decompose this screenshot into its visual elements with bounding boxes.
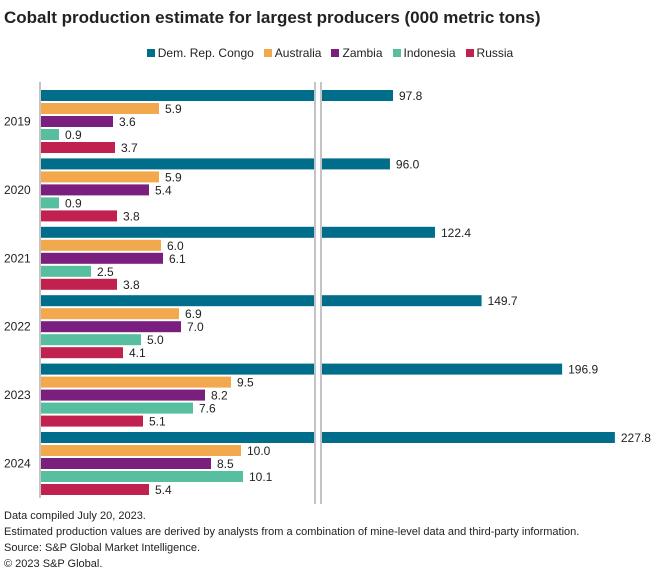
bar: [41, 252, 163, 264]
data-label: 97.8: [399, 89, 423, 103]
category-label: 2022: [4, 320, 31, 334]
legend-label: Zambia: [342, 46, 383, 60]
data-label: 5.9: [165, 102, 182, 116]
data-label: 122.4: [441, 226, 471, 240]
data-label: 10.1: [249, 470, 273, 484]
chart-title: Cobalt production estimate for largest p…: [4, 8, 541, 27]
data-label: 3.8: [123, 278, 140, 292]
bar: [41, 458, 211, 469]
bar: [322, 158, 390, 170]
data-label: 196.9: [568, 363, 598, 377]
legend-swatch: [146, 49, 155, 57]
legend-swatch: [331, 49, 340, 57]
legend-swatch: [392, 49, 401, 57]
bar: [41, 471, 243, 482]
bar: [41, 265, 91, 277]
bar: [41, 321, 181, 333]
bar: [41, 171, 159, 183]
data-label: 10.0: [247, 444, 271, 458]
data-label: 3.8: [123, 209, 140, 223]
data-label: 0.9: [65, 196, 82, 210]
category-label: 2020: [4, 183, 31, 197]
data-label: 2.5: [97, 265, 114, 279]
bar: [41, 197, 59, 209]
data-label: 5.0: [147, 333, 164, 347]
data-label: 7.0: [187, 320, 204, 334]
data-label: 227.8: [621, 431, 651, 445]
data-label: 4.1: [129, 346, 146, 360]
bar: [41, 226, 314, 238]
bar: [41, 184, 149, 196]
legend-item: Indonesia: [392, 46, 456, 60]
legend: Dem. Rep. Congo Australia Zambia Indonesia R…: [0, 46, 660, 60]
bar: [322, 226, 435, 238]
legend-label: Australia: [274, 46, 322, 60]
bar: [41, 278, 117, 290]
data-label: 96.0: [396, 157, 420, 171]
bar: [41, 239, 161, 251]
footnote-compiled: Data compiled July 20, 2023.: [4, 510, 146, 522]
bar: [41, 334, 141, 346]
data-label: 5.4: [155, 483, 172, 497]
category-label: 2019: [4, 115, 31, 129]
data-label: 5.1: [149, 415, 166, 429]
bar: [41, 210, 117, 222]
bar: [41, 415, 143, 427]
data-label: 3.7: [121, 141, 138, 155]
bar: [322, 432, 615, 443]
bar: [322, 90, 393, 101]
data-label: 0.9: [65, 128, 82, 142]
data-label: 7.6: [199, 402, 216, 416]
bar: [41, 432, 314, 443]
legend-swatch: [465, 49, 474, 57]
legend-item: Dem. Rep. Congo: [146, 46, 254, 60]
data-label: 9.5: [237, 376, 254, 390]
category-label: 2021: [4, 251, 31, 265]
data-label: 149.7: [488, 294, 518, 308]
legend-item: Zambia: [331, 46, 383, 60]
legend-label: Indonesia: [403, 46, 456, 60]
bar: [41, 158, 314, 170]
legend-swatch: [263, 49, 272, 57]
bar: [322, 295, 482, 307]
data-label: 8.5: [217, 457, 234, 471]
footnote-method: Estimated production values are derived …: [4, 526, 580, 538]
legend-item: Australia: [263, 46, 322, 60]
data-label: 6.9: [185, 307, 202, 321]
category-label: 2023: [4, 388, 31, 402]
bar: [41, 484, 149, 495]
bar: [41, 142, 115, 153]
data-label: 3.6: [119, 115, 136, 129]
footnote-source: Source: S&P Global Market Intelligence.: [4, 542, 201, 554]
legend-item: Russia: [465, 46, 514, 60]
bar: [322, 363, 563, 375]
data-label: 6.0: [167, 239, 184, 253]
legend-label: Russia: [476, 46, 514, 60]
data-label: 5.9: [165, 170, 182, 184]
bar: [41, 402, 193, 414]
bar: [41, 389, 205, 401]
bar: [41, 116, 113, 127]
bar: [41, 295, 314, 307]
bar: [41, 363, 314, 375]
bar: [41, 376, 231, 388]
data-label: 5.4: [155, 183, 172, 197]
bar: [41, 103, 159, 114]
bar: [41, 308, 179, 320]
data-label: 6.1: [169, 252, 186, 266]
bar: [41, 129, 59, 140]
legend-label: Dem. Rep. Congo: [157, 46, 254, 60]
bar: [41, 347, 123, 359]
bar: [41, 445, 241, 456]
bar: [41, 90, 314, 101]
footnote-copyright: © 2023 S&P Global.: [4, 558, 103, 570]
footnotes: Data compiled July 20, 2023. Estimated p…: [4, 508, 579, 572]
data-label: 8.2: [211, 389, 228, 403]
category-label: 2024: [4, 457, 31, 471]
